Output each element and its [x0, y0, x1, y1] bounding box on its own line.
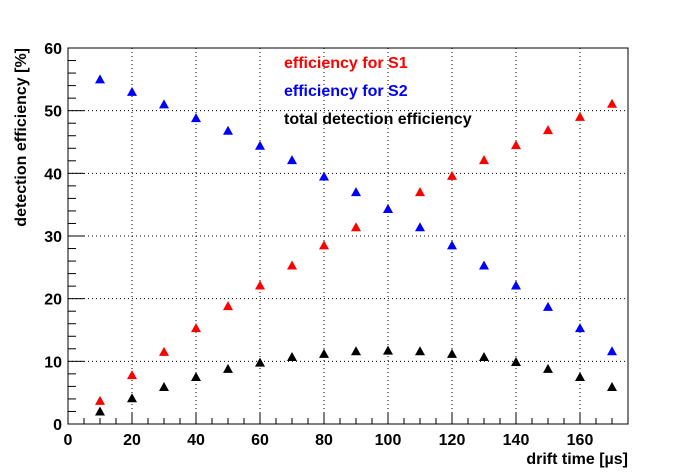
data-point-series-2 [575, 323, 585, 333]
data-point-series-2 [223, 125, 233, 135]
data-point-series-2 [191, 113, 201, 123]
data-point-series-1 [351, 222, 361, 232]
data-point-series-3 [319, 348, 329, 358]
x-tick-label: 80 [315, 432, 333, 449]
axis-ticks: 0 20 40 60 80 100 120 140 160 0 10 20 30 40 50 60 [44, 41, 629, 449]
data-point-series-2 [351, 187, 361, 197]
data-point-series-3 [223, 363, 233, 373]
data-point-series-2 [479, 260, 489, 270]
x-axis-title: drift time [µs] [526, 451, 628, 468]
data-point-series-3 [127, 393, 137, 403]
data-point-series-3 [159, 382, 169, 392]
data-point-series-3 [607, 382, 617, 392]
data-point-series-3 [543, 363, 553, 373]
data-point-series-2 [159, 99, 169, 109]
data-point-series-2 [415, 222, 425, 232]
y-tick-label: 40 [44, 166, 62, 183]
y-tick-label: 60 [44, 41, 62, 58]
y-tick-label: 30 [44, 229, 62, 246]
y-tick-label: 20 [44, 292, 62, 309]
data-point-series-3 [95, 406, 105, 416]
data-point-series-2 [319, 171, 329, 181]
data-point-series-2 [255, 140, 265, 150]
data-point-series-3 [351, 346, 361, 356]
y-axis-title: detection efficiency [%] [13, 48, 30, 227]
data-point-series-2 [447, 240, 457, 250]
data-point-series-1 [543, 125, 553, 135]
data-point-series-1 [575, 111, 585, 121]
data-point-series-2 [127, 86, 137, 96]
x-tick-label: 60 [251, 432, 269, 449]
data-point-series-3 [383, 345, 393, 355]
legend-entry-3: total detection efficiency [284, 111, 472, 128]
data-point-series-3 [287, 351, 297, 361]
x-tick-label: 160 [567, 432, 594, 449]
data-point-series-1 [287, 260, 297, 270]
data-point-series-2 [287, 155, 297, 165]
x-tick-label: 20 [123, 432, 141, 449]
legend: efficiency for S1 efficiency for S2 total … [284, 55, 472, 128]
x-tick-label: 40 [187, 432, 205, 449]
data-point-series-2 [607, 346, 617, 356]
data-point-series-3 [479, 351, 489, 361]
data-point-series-3 [415, 346, 425, 356]
data-point-series-3 [447, 348, 457, 358]
data-point-series-2 [383, 204, 393, 214]
data-point-series-1 [223, 301, 233, 311]
y-tick-label: 10 [44, 354, 62, 371]
data-point-series-2 [95, 74, 105, 84]
y-tick-label: 0 [53, 417, 62, 434]
x-tick-label: 120 [439, 432, 466, 449]
data-point-series-3 [511, 356, 521, 366]
data-point-series-1 [127, 370, 137, 380]
data-point-series-1 [479, 155, 489, 165]
x-tick-label: 0 [64, 432, 73, 449]
x-tick-label: 140 [503, 432, 530, 449]
x-tick-label: 100 [375, 432, 402, 449]
data-point-series-3 [191, 372, 201, 381]
data-point-series-1 [95, 395, 105, 405]
data-points [95, 74, 617, 416]
data-point-series-2 [511, 280, 521, 290]
data-point-series-1 [319, 240, 329, 250]
data-point-series-3 [255, 357, 265, 367]
data-point-series-1 [255, 280, 265, 290]
legend-entry-1: efficiency for S1 [284, 55, 408, 72]
data-point-series-1 [607, 98, 617, 108]
data-point-series-1 [447, 170, 457, 180]
data-point-series-3 [575, 372, 585, 381]
data-point-series-1 [511, 140, 521, 150]
grid [68, 48, 628, 424]
y-tick-label: 50 [44, 104, 62, 121]
data-point-series-2 [543, 301, 553, 311]
data-point-series-1 [415, 187, 425, 197]
data-point-series-1 [191, 323, 201, 333]
legend-entry-2: efficiency for S2 [284, 83, 408, 100]
data-point-series-1 [159, 346, 169, 356]
